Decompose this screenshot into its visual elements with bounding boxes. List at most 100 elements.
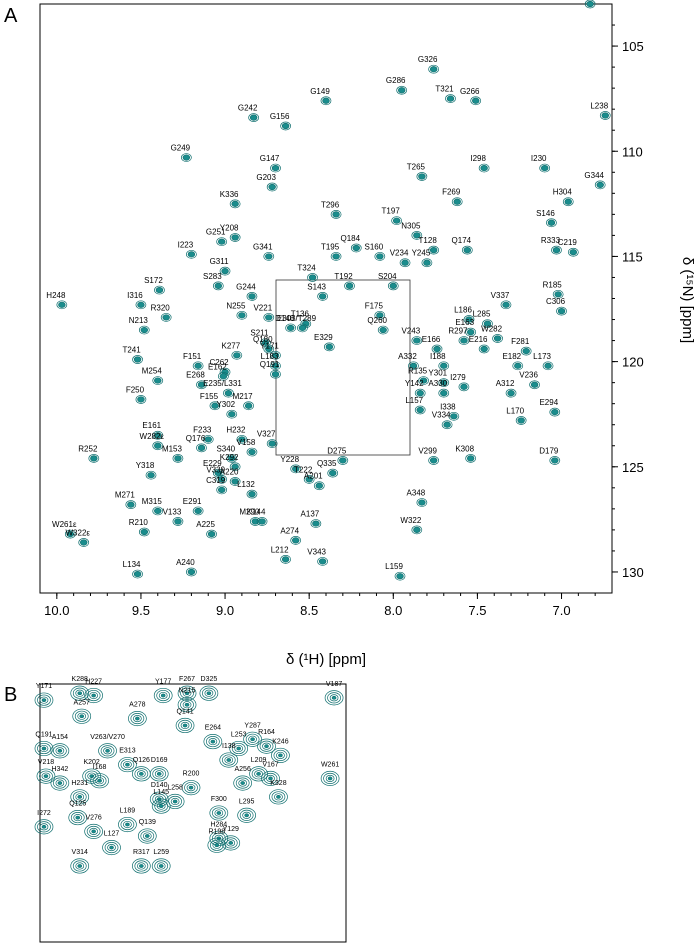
peak-i298: I298 xyxy=(470,154,490,173)
zoom-peak-contour xyxy=(206,736,220,748)
peak-marker xyxy=(271,164,280,172)
peak-contour xyxy=(260,338,271,348)
peak-contour xyxy=(411,231,423,240)
peak-marker xyxy=(182,154,191,161)
zoom-peak-r200: R200 xyxy=(181,771,201,796)
zoom-peak-contour xyxy=(136,862,146,870)
peak-marker xyxy=(155,286,164,294)
zoom-peak-marker xyxy=(228,841,234,845)
peak-contour xyxy=(350,243,362,253)
peak-label: G326 xyxy=(418,55,438,64)
zoom-peak-label: I272 xyxy=(37,810,51,817)
peak-label: I316 xyxy=(127,291,143,300)
zoom-peak-marker xyxy=(41,698,47,703)
peak-a274: A274 xyxy=(280,526,302,545)
zoom-peak-contour xyxy=(208,738,218,746)
peak-y318: Y318 xyxy=(136,461,157,480)
peak-e268: E268 xyxy=(186,371,207,390)
zoom-peak-contour xyxy=(53,777,67,789)
peak-contour xyxy=(584,0,596,9)
zoom-peak-marker xyxy=(226,758,232,762)
peak-marker xyxy=(162,314,170,321)
zoom-peak-contour xyxy=(175,717,195,734)
peak-marker xyxy=(308,274,317,281)
zoom-peak-contour xyxy=(156,689,171,702)
peak-q184: Q184 xyxy=(340,234,362,253)
peak-label: K277 xyxy=(221,341,240,350)
peak-marker xyxy=(315,482,323,489)
zoom-peak-contour xyxy=(323,772,337,784)
zoom-peak-marker xyxy=(236,746,242,751)
zoom-peak-contour xyxy=(238,779,248,787)
peak-label: I230 xyxy=(531,154,547,163)
zoom-peak-contour xyxy=(149,766,169,782)
peak-label: T324 xyxy=(297,263,316,272)
peak-label: T197 xyxy=(382,207,401,216)
peak-f233: F233 xyxy=(193,425,214,444)
peak-d148: D148 xyxy=(275,314,297,333)
peak-c306: C306 xyxy=(546,297,567,316)
zoom-peak-marker xyxy=(41,746,47,751)
peak-label: V337 xyxy=(491,291,510,300)
peak-r320: R320 xyxy=(151,303,172,322)
zoom-peak-marker xyxy=(240,781,245,785)
peak-marker xyxy=(231,200,239,207)
peak-label: S340 xyxy=(216,444,235,453)
peak-marker xyxy=(133,570,142,578)
zoom-peak-contour xyxy=(320,770,340,786)
y-tick-label: 110 xyxy=(622,144,643,159)
peak-f269: F269 xyxy=(442,188,463,207)
peak-h248: H248 xyxy=(46,291,68,310)
peak-t192: T192 xyxy=(334,272,355,291)
peak-marker xyxy=(392,217,401,224)
peak-contour xyxy=(78,538,90,547)
peak-q174: Q174 xyxy=(452,236,473,255)
peak-contour xyxy=(562,197,574,207)
zoom-peak-label: R200 xyxy=(183,771,200,778)
peak-g244: G244 xyxy=(236,282,258,301)
zoom-peak-contour xyxy=(73,814,83,822)
peak-label: S160 xyxy=(364,242,383,251)
zoom-peak-label: L259 xyxy=(153,849,169,856)
zoom-peak-contour xyxy=(120,759,135,771)
peak-label: R185 xyxy=(543,280,563,289)
zoom-peak-q126: Q126 xyxy=(131,757,151,782)
zoom-peak-contour xyxy=(95,777,104,785)
peak-label: A220 xyxy=(220,468,239,477)
zoom-peak-contour xyxy=(231,742,246,755)
zoom-peak-marker xyxy=(184,702,190,707)
peak-label: Y302 xyxy=(216,400,235,409)
peak-marker xyxy=(249,114,258,121)
peak-marker xyxy=(281,122,290,130)
zoom-peak-contour xyxy=(37,821,51,833)
peak-label: E229 xyxy=(203,459,222,468)
peak-marker xyxy=(418,499,426,506)
x-tick-label: 9.0 xyxy=(216,603,234,618)
peak-g251: G251 xyxy=(206,228,228,247)
peak-label: V339 xyxy=(206,465,225,474)
peak-contour xyxy=(465,327,477,337)
peak-label: Q260 xyxy=(367,316,387,325)
zoom-peak-l189: L189 xyxy=(118,808,137,833)
peak-label: C262 xyxy=(209,358,229,367)
peak-contour xyxy=(492,334,503,343)
zoom-peak-h342: H342 xyxy=(50,766,70,791)
zoom-peak-contour xyxy=(245,733,260,745)
peak-marker xyxy=(231,463,239,470)
peak-marker xyxy=(286,324,295,332)
peak-label: W261ε xyxy=(52,520,77,529)
peak-marker xyxy=(379,326,387,334)
peak-contour xyxy=(463,315,475,324)
zoom-peak-contour xyxy=(98,743,117,759)
peak-marker xyxy=(292,537,300,544)
peak-contour xyxy=(243,401,254,411)
peak-marker xyxy=(472,97,480,104)
peak-label: G251 xyxy=(206,228,226,237)
peak-label: A332 xyxy=(398,352,417,361)
peak-marker xyxy=(233,352,241,359)
zoom-peak-marker xyxy=(264,744,269,749)
zoom-peak-contour xyxy=(234,744,244,753)
peak-r185: R185 xyxy=(543,280,564,299)
peak-n213: N213 xyxy=(129,316,150,335)
